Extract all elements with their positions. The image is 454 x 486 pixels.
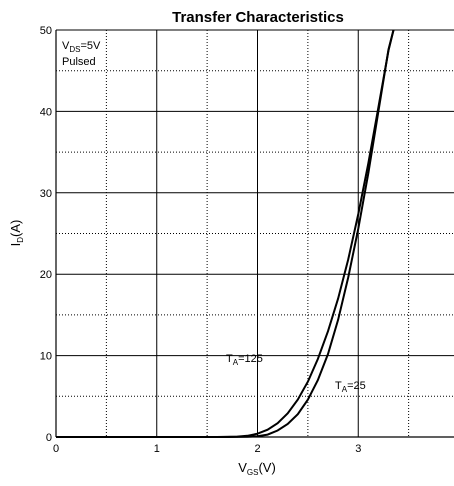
condition-pulsed: Pulsed bbox=[62, 56, 96, 68]
condition-vds: VDS=5V bbox=[62, 40, 101, 54]
x-axis-label: VGS(V) bbox=[238, 460, 276, 477]
y-axis-label: ID(A) bbox=[8, 220, 25, 247]
y-tick-label: 50 bbox=[40, 25, 52, 37]
series-line-ta-25 bbox=[56, 29, 395, 438]
x-tick-label: 2 bbox=[254, 443, 260, 455]
x-tick-label: 0 bbox=[53, 443, 59, 455]
chart-title: Transfer Characteristics bbox=[172, 9, 344, 26]
x-tick-label: 3 bbox=[355, 443, 361, 455]
grid bbox=[55, 29, 454, 438]
y-tick-label: 30 bbox=[40, 188, 52, 200]
y-tick-label: 0 bbox=[46, 432, 52, 444]
y-tick-label: 40 bbox=[40, 106, 52, 118]
series-label-125: TA=125 bbox=[226, 353, 263, 367]
series-label-25: TA=25 bbox=[335, 380, 366, 394]
y-tick-label: 20 bbox=[40, 269, 52, 281]
series-group bbox=[56, 29, 395, 438]
y-tick-label: 10 bbox=[40, 351, 52, 363]
x-tick-label: 1 bbox=[154, 443, 160, 455]
